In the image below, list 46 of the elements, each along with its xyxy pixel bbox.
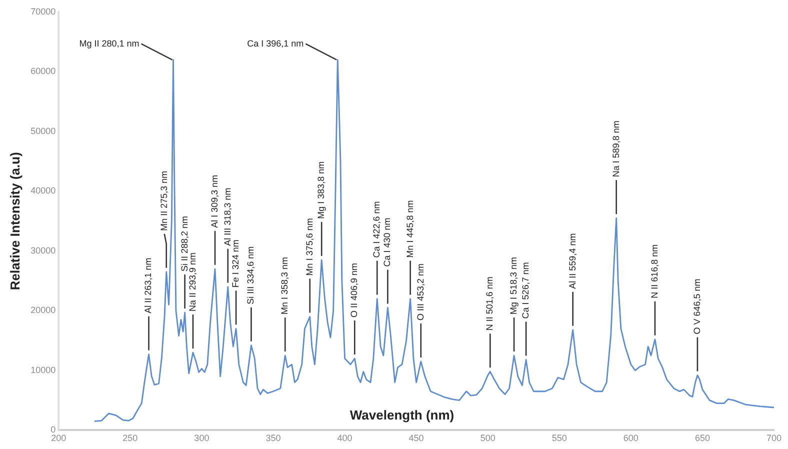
x-tick-label: 400 xyxy=(337,433,352,444)
x-tick-label: 600 xyxy=(623,433,638,444)
annotation: O III 453,2 nm xyxy=(415,263,426,320)
x-tick-label: 550 xyxy=(552,433,567,444)
y-tick-label: 70000 xyxy=(30,6,56,16)
x-tick-label: 450 xyxy=(408,433,424,444)
y-axis-title: Relative Intensity (a.u) xyxy=(7,152,22,290)
annotation: O II 406,9 nm xyxy=(349,262,360,318)
annotation: Mg I 518,3 nm xyxy=(508,256,519,315)
annotation: Si III 334,6 nm xyxy=(246,246,256,304)
annotation: Na I 589,8 nm xyxy=(610,120,621,178)
annotation: Mn I 445,8 nm xyxy=(404,200,415,258)
x-axis-title: Wavelength (nm) xyxy=(350,407,454,422)
annotation: Mg II 280,1 nm xyxy=(79,38,140,48)
x-tick-label: 700 xyxy=(766,433,782,444)
y-tick-label: 30000 xyxy=(30,245,56,256)
x-tick-label: 500 xyxy=(480,433,496,444)
annotation: Ca I 422,6 nm xyxy=(372,201,382,258)
annotation: Si II 288,2 nm xyxy=(179,216,190,272)
annotation: Fe I 324 nm xyxy=(230,240,241,288)
x-tick-label: 650 xyxy=(694,433,710,444)
annotation: Mg I 383,8 nm xyxy=(316,161,326,219)
annotation: O V 646,5 nm xyxy=(692,278,702,334)
annotation: Ca I 430 nm xyxy=(382,218,392,267)
annotation: N II 616,8 nm xyxy=(649,244,660,298)
y-tick-label: 50000 xyxy=(30,126,56,136)
annotation: Mn I 375,6 nm xyxy=(304,218,314,276)
annotation: Ca I 396,1 nm xyxy=(247,38,304,48)
y-tick-label: 20000 xyxy=(30,305,56,316)
x-tick-label: 200 xyxy=(51,433,66,444)
y-tick-label: 40000 xyxy=(30,186,56,196)
annotation: Mn I 358,3 nm xyxy=(280,256,290,315)
y-tick-label: 0 xyxy=(50,424,56,435)
annotation: Mn II 275,3 nm xyxy=(158,170,169,231)
annotation: Al III 318,3 nm xyxy=(222,188,232,246)
x-tick-label: 350 xyxy=(266,433,281,444)
annotation: Ca I 526,7 nm xyxy=(520,262,531,319)
annotation: Al II 263,1 nm xyxy=(143,258,154,314)
annotation: Al I 309,3 nm xyxy=(209,174,220,228)
y-tick-label: 10000 xyxy=(30,364,56,375)
annotation: N II 501,6 nm xyxy=(484,276,495,331)
annotation: Na II 293,9 nm xyxy=(187,252,198,312)
x-tick-label: 300 xyxy=(194,433,210,444)
y-tick-label: 60000 xyxy=(30,66,56,76)
annotation: Al II 559,4 nm xyxy=(567,233,578,289)
x-tick-label: 250 xyxy=(122,433,138,444)
